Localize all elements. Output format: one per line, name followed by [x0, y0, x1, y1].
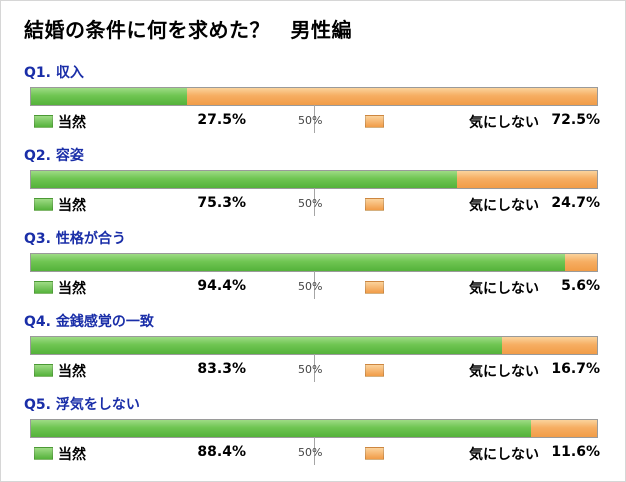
- value-label-no: 11.6%: [551, 444, 600, 460]
- legend-label-yes: 当然: [58, 447, 86, 463]
- bar-segment-yes: [31, 337, 503, 354]
- value-label-no: 72.5%: [551, 112, 600, 128]
- legend-swatch-yes: [34, 115, 53, 128]
- legend-swatch-yes: [34, 198, 53, 211]
- question-label: Q2. 容姿: [24, 148, 84, 164]
- bar-segment-no: [565, 254, 597, 271]
- value-label-no: 24.7%: [551, 195, 600, 211]
- bar-segment-yes: [31, 420, 532, 437]
- bar-segment-yes: [31, 88, 187, 105]
- legend-label-no: 気にしない: [469, 281, 539, 297]
- midpoint-line: [314, 188, 315, 216]
- question-block: Q3. 性格が合う 当然 94.4% 50% 気にしない 5.6%: [0, 228, 626, 310]
- legend-swatch-yes: [34, 447, 53, 460]
- question-block: Q2. 容姿 当然 75.3% 50% 気にしない 24.7%: [0, 145, 626, 227]
- midpoint-label: 50%: [298, 197, 323, 210]
- legend-row: 当然 88.4% 50% 気にしない 11.6%: [0, 442, 626, 466]
- legend-row: 当然 27.5% 50% 気にしない 72.5%: [0, 110, 626, 134]
- stacked-bar: [30, 87, 598, 106]
- legend-label-yes: 当然: [58, 115, 86, 131]
- stacked-bar: [30, 336, 598, 355]
- midpoint-line: [314, 437, 315, 465]
- legend-swatch-no: [365, 115, 384, 128]
- midpoint-label: 50%: [298, 446, 323, 459]
- legend-label-no: 気にしない: [469, 447, 539, 463]
- legend-label-yes: 当然: [58, 198, 86, 214]
- question-block: Q5. 浮気をしない 当然 88.4% 50% 気にしない 11.6%: [0, 394, 626, 476]
- value-label-no: 5.6%: [561, 278, 600, 294]
- value-label-yes: 94.4%: [197, 278, 246, 294]
- question-block: Q1. 収入 当然 27.5% 50% 気にしない 72.5%: [0, 62, 626, 144]
- midpoint-line: [314, 354, 315, 382]
- midpoint-label: 50%: [298, 363, 323, 376]
- question-label: Q1. 収入: [24, 65, 84, 81]
- midpoint-line: [314, 271, 315, 299]
- question-label: Q4. 金銭感覚の一致: [24, 314, 154, 330]
- legend-swatch-no: [365, 364, 384, 377]
- legend-row: 当然 75.3% 50% 気にしない 24.7%: [0, 193, 626, 217]
- legend-row: 当然 94.4% 50% 気にしない 5.6%: [0, 276, 626, 300]
- bar-segment-no: [457, 171, 597, 188]
- bar-segment-no: [531, 420, 597, 437]
- question-label: Q3. 性格が合う: [24, 231, 126, 247]
- midpoint-label: 50%: [298, 114, 323, 127]
- value-label-yes: 88.4%: [197, 444, 246, 460]
- legend-swatch-no: [365, 447, 384, 460]
- question-block: Q4. 金銭感覚の一致 当然 83.3% 50% 気にしない 16.7%: [0, 311, 626, 393]
- legend-label-yes: 当然: [58, 364, 86, 380]
- value-label-no: 16.7%: [551, 361, 600, 377]
- question-label: Q5. 浮気をしない: [24, 397, 140, 413]
- value-label-yes: 83.3%: [197, 361, 246, 377]
- chart-title: 結婚の条件に何を求めた？ 男性編: [24, 18, 352, 42]
- bar-segment-yes: [31, 254, 566, 271]
- legend-label-no: 気にしない: [469, 198, 539, 214]
- legend-swatch-yes: [34, 281, 53, 294]
- value-label-yes: 27.5%: [197, 112, 246, 128]
- stacked-bar: [30, 253, 598, 272]
- bar-segment-no: [186, 88, 597, 105]
- legend-row: 当然 83.3% 50% 気にしない 16.7%: [0, 359, 626, 383]
- legend-label-no: 気にしない: [469, 364, 539, 380]
- legend-swatch-no: [365, 281, 384, 294]
- legend-swatch-no: [365, 198, 384, 211]
- legend-label-no: 気にしない: [469, 115, 539, 131]
- value-label-yes: 75.3%: [197, 195, 246, 211]
- midpoint-line: [314, 105, 315, 133]
- legend-swatch-yes: [34, 364, 53, 377]
- legend-label-yes: 当然: [58, 281, 86, 297]
- bar-segment-yes: [31, 171, 458, 188]
- bar-segment-no: [502, 337, 597, 354]
- stacked-bar: [30, 419, 598, 438]
- stacked-bar: [30, 170, 598, 189]
- midpoint-label: 50%: [298, 280, 323, 293]
